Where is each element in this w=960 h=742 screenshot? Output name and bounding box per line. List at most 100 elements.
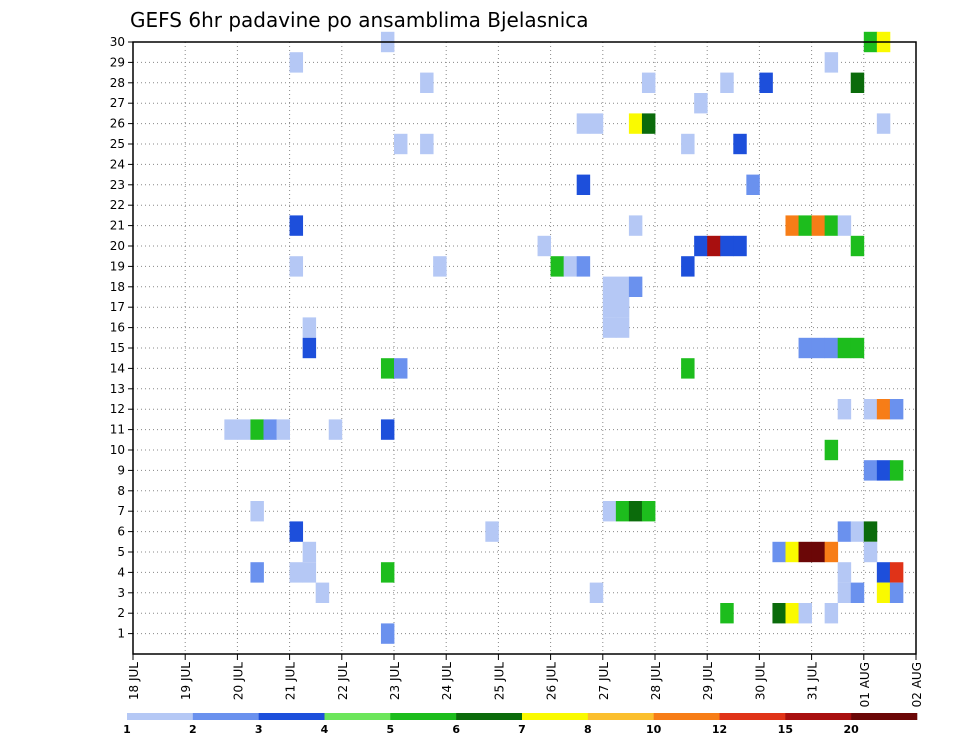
- x-tick-label: 27 JUL: [597, 662, 611, 700]
- data-cell: [798, 541, 812, 563]
- x-tick-label: 29 JUL: [701, 662, 715, 700]
- data-cell: [641, 113, 656, 134]
- data-cell: [837, 337, 852, 359]
- data-cell: [837, 521, 852, 542]
- data-cell: [576, 113, 591, 134]
- y-tick-label: 18: [110, 280, 125, 294]
- data-cell: [289, 215, 304, 236]
- data-cell: [798, 603, 812, 624]
- y-tick-label: 15: [110, 341, 125, 355]
- x-tick-label: 21 JUL: [284, 662, 298, 700]
- data-cell: [889, 460, 904, 481]
- data-cell: [263, 419, 277, 440]
- data-cell: [811, 215, 826, 236]
- legend-swatch: [258, 713, 325, 720]
- data-cell: [850, 582, 865, 603]
- data-cell: [615, 297, 630, 318]
- data-cell: [876, 582, 891, 603]
- data-cell: [837, 582, 852, 603]
- data-cell: [302, 317, 317, 338]
- data-cell: [759, 72, 773, 93]
- data-cell: [237, 419, 251, 440]
- y-tick-label: 9: [117, 463, 125, 477]
- data-cell: [720, 603, 734, 624]
- data-cell: [811, 541, 826, 563]
- data-cell: [785, 215, 799, 236]
- legend-swatch: [785, 713, 852, 720]
- data-cell: [537, 235, 551, 257]
- y-tick-label: 22: [110, 198, 125, 212]
- data-cell: [276, 419, 290, 440]
- y-tick-label: 14: [110, 361, 125, 375]
- x-tick-label: 22 JUL: [336, 662, 350, 700]
- data-cell: [302, 337, 317, 359]
- data-cell: [876, 113, 891, 134]
- y-tick-label: 20: [110, 239, 125, 253]
- y-tick-label: 24: [110, 157, 125, 171]
- data-cell: [628, 276, 643, 297]
- data-cell: [602, 501, 617, 522]
- legend-label: 12: [712, 723, 727, 736]
- data-cell: [628, 215, 643, 236]
- x-tick-label: 26 JUL: [545, 662, 559, 700]
- data-cell: [720, 235, 734, 257]
- data-cell: [707, 235, 721, 257]
- x-tick-label: 02 AUG: [910, 662, 924, 707]
- y-tick-label: 3: [117, 586, 125, 600]
- x-tick-label: 30 JUL: [753, 662, 767, 700]
- y-tick-label: 5: [117, 545, 125, 559]
- data-cell: [420, 72, 434, 93]
- data-cell: [837, 399, 852, 420]
- y-tick-label: 23: [110, 178, 125, 192]
- data-cell: [628, 501, 643, 522]
- data-cell: [380, 562, 395, 583]
- x-tick-label: 31 JUL: [806, 662, 820, 700]
- data-cell: [615, 276, 630, 297]
- data-cell: [824, 337, 839, 359]
- data-cell: [420, 133, 434, 155]
- data-cell: [315, 582, 330, 603]
- data-cell: [824, 215, 839, 236]
- legend-swatch: [587, 713, 654, 720]
- x-tick-label: 24 JUL: [440, 662, 454, 700]
- y-tick-label: 4: [117, 565, 125, 579]
- legend-swatch: [851, 713, 918, 720]
- y-tick-label: 12: [110, 402, 125, 416]
- data-cell: [837, 562, 852, 583]
- y-tick-label: 6: [117, 525, 125, 539]
- data-cell: [811, 337, 826, 359]
- data-cell: [733, 235, 747, 257]
- data-cell: [876, 399, 891, 420]
- data-cell: [602, 317, 617, 338]
- data-cell: [394, 358, 408, 379]
- y-tick-label: 13: [110, 382, 125, 396]
- data-cell: [289, 256, 304, 277]
- data-cell: [250, 562, 264, 583]
- x-tick-label: 25 JUL: [492, 662, 506, 700]
- y-tick-label: 16: [110, 321, 125, 335]
- y-tick-label: 11: [110, 423, 125, 437]
- legend-swatch: [127, 713, 194, 720]
- y-tick-label: 30: [110, 35, 125, 49]
- legend-swatch: [324, 713, 391, 720]
- data-cell: [250, 419, 264, 440]
- data-cell: [746, 174, 760, 195]
- legend-label: 8: [584, 723, 592, 736]
- y-tick-label: 28: [110, 76, 125, 90]
- data-cell: [485, 521, 499, 542]
- data-cell: [889, 562, 904, 583]
- data-cell: [380, 623, 395, 644]
- data-cell: [889, 399, 904, 420]
- legend-label: 7: [518, 723, 526, 736]
- legend-label: 15: [778, 723, 793, 736]
- data-cell: [289, 52, 304, 73]
- legend-swatch: [522, 713, 589, 720]
- x-tick-label: 28 JUL: [649, 662, 663, 700]
- data-cell: [863, 399, 878, 420]
- cells: [224, 31, 904, 644]
- data-cell: [615, 501, 630, 522]
- data-cell: [550, 256, 565, 277]
- data-cell: [863, 521, 878, 542]
